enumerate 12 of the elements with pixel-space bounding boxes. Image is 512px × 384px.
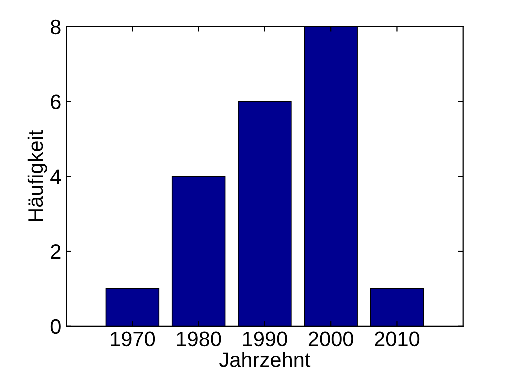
x-tick-label: 1990: [243, 332, 288, 347]
y-tick-label: 6: [51, 94, 61, 110]
x-tick-label: 1970: [111, 332, 156, 347]
y-tick-label: 0: [50, 319, 61, 334]
x-tick-label: 2000: [308, 332, 354, 347]
y-tick-label: 8: [51, 20, 61, 35]
x-axis-title: Jahrzehnt: [220, 352, 311, 368]
x-tick-label: 1980: [177, 332, 222, 347]
y-tick-label: 4: [50, 170, 62, 184]
y-axis-title: Häufigkeit: [28, 130, 48, 222]
x-tick-label: 2010: [375, 332, 420, 347]
y-tick-label: 2: [51, 244, 61, 260]
